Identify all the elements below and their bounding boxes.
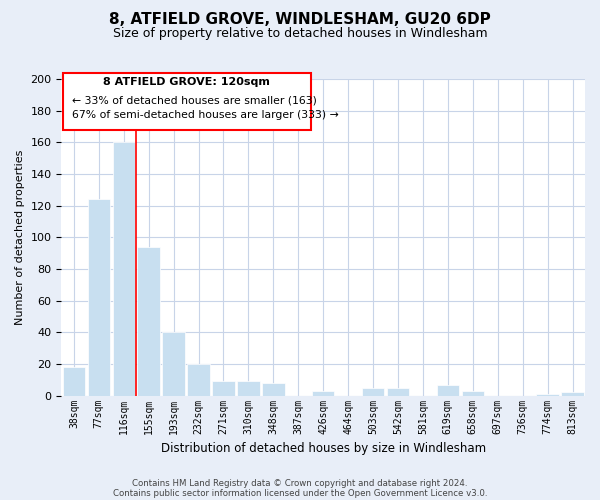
Bar (312, 391, 334, 396)
Bar (187, 364, 210, 396)
Bar (437, 384, 459, 396)
Bar (62, 367, 85, 396)
Text: Contains HM Land Registry data © Crown copyright and database right 2024.: Contains HM Land Registry data © Crown c… (132, 478, 468, 488)
Y-axis label: Number of detached properties: Number of detached properties (15, 150, 25, 325)
Text: 8, ATFIELD GROVE, WINDLESHAM, GU20 6DP: 8, ATFIELD GROVE, WINDLESHAM, GU20 6DP (109, 12, 491, 28)
Bar (88, 200, 110, 396)
Bar (113, 142, 135, 396)
Text: Size of property relative to detached houses in Windlesham: Size of property relative to detached ho… (113, 28, 487, 40)
Text: Contains public sector information licensed under the Open Government Licence v3: Contains public sector information licen… (113, 488, 487, 498)
Bar (362, 388, 384, 396)
Text: 67% of semi-detached houses are larger (333) →: 67% of semi-detached houses are larger (… (71, 110, 338, 120)
Bar (536, 394, 559, 396)
Bar (262, 383, 284, 396)
X-axis label: Distribution of detached houses by size in Windlesham: Distribution of detached houses by size … (161, 442, 486, 455)
Bar (461, 391, 484, 396)
Bar (212, 382, 235, 396)
Bar (562, 392, 584, 396)
Bar (387, 388, 409, 396)
Bar (163, 332, 185, 396)
Text: ← 33% of detached houses are smaller (163): ← 33% of detached houses are smaller (16… (71, 95, 317, 105)
Text: 8 ATFIELD GROVE: 120sqm: 8 ATFIELD GROVE: 120sqm (103, 76, 270, 86)
Bar (237, 382, 260, 396)
Bar (137, 247, 160, 396)
